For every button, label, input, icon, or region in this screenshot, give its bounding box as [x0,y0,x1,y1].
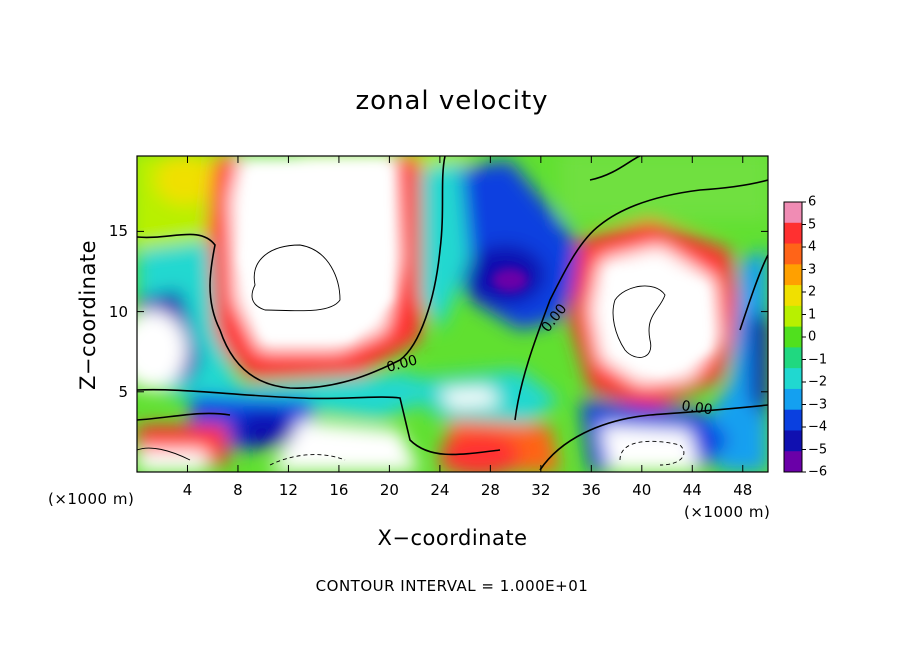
y-tick-label: 5 [118,382,128,401]
colorbar-swatch [784,243,802,265]
x-tick-label: 32 [531,481,551,499]
plot-frame [136,155,769,473]
x-tick-label: 48 [733,481,753,499]
x-tick-label: 36 [581,481,601,499]
x-tick-label: 12 [278,481,298,499]
colorbar-swatch [784,264,802,286]
colorbar-swatch [784,326,802,348]
colorbar-frame [783,201,803,473]
colorbar-label: 4 [808,239,817,255]
colorbar-label: 2 [808,284,817,300]
colorbar-label: 0 [808,329,817,345]
x-axis-label: X−coordinate [377,526,528,550]
colorbar-label: −6 [808,464,828,480]
colorbar-swatch [784,285,802,307]
colorbar-label: 1 [808,307,817,322]
y-axis-label: Z−coordinate [76,240,100,390]
colorbar-swatch [784,409,802,431]
colorbar-swatch [784,305,802,328]
colorbar-label: −3 [808,397,828,412]
x-tick-label: 40 [632,481,652,499]
x-ticks [186,156,744,472]
x-tick-label: 44 [682,481,702,499]
x-tick-label: 28 [480,481,500,499]
colorbar-swatch [784,430,802,452]
heatmap-field [137,156,768,472]
x-unit-right: (×1000 m) [684,503,771,521]
x-tick-label: 20 [379,481,399,499]
y-tick-label: 15 [108,222,128,241]
colorbar-swatch [784,347,802,369]
colorbar-swatch [784,222,802,245]
x-tick-label: 8 [233,481,243,499]
contour-interval: CONTOUR INTERVAL = 1.000E+01 [315,577,589,595]
colorbar-swatch [784,388,802,411]
colorbar-label: −4 [808,419,828,435]
x-unit-left: (×1000 m) [48,490,135,508]
contour-label: 0.00 [385,352,419,376]
colorbar-label: 5 [808,217,817,232]
colorbar-label: −2 [808,374,828,390]
x-tick-label: 4 [182,481,193,499]
contour-label: 0.00 [680,398,713,418]
x-tick-label: 24 [430,481,450,499]
colorbar-label: 6 [808,194,817,210]
colorbar-label: −1 [808,352,828,367]
y-tick-label: 10 [108,302,128,321]
colorbar-label: −5 [808,442,828,457]
x-tick-label: 16 [329,481,349,499]
colorbar-swatch [784,368,802,390]
colorbar [784,201,806,473]
colorbar-label: 3 [808,262,817,277]
colorbar-swatch [784,451,802,473]
chart-title: zonal velocity [355,86,549,116]
y-ticks [137,230,768,393]
colorbar-swatch [784,202,802,224]
